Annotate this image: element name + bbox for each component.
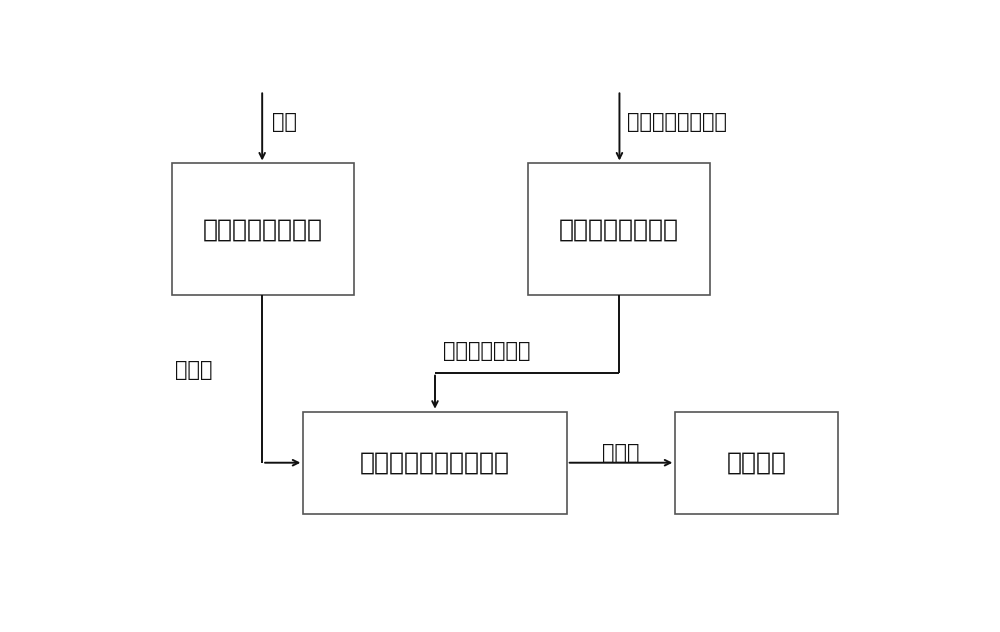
Text: 数据分发查询表: 数据分发查询表: [443, 341, 530, 361]
Text: 消息处理: 消息处理: [727, 451, 787, 475]
FancyBboxPatch shape: [675, 411, 838, 514]
FancyBboxPatch shape: [528, 164, 710, 295]
Text: 总线信息映射模块: 总线信息映射模块: [203, 217, 323, 241]
Text: 数据特征标定模块: 数据特征标定模块: [559, 217, 679, 241]
Text: 数据处理分发需求: 数据处理分发需求: [627, 112, 727, 132]
FancyBboxPatch shape: [303, 411, 567, 514]
Text: 策略码: 策略码: [602, 443, 640, 463]
FancyBboxPatch shape: [172, 164, 354, 295]
Text: 数据分流批量处理模块: 数据分流批量处理模块: [360, 451, 510, 475]
Text: 指令字: 指令字: [175, 360, 213, 380]
Text: 消息: 消息: [272, 112, 297, 132]
